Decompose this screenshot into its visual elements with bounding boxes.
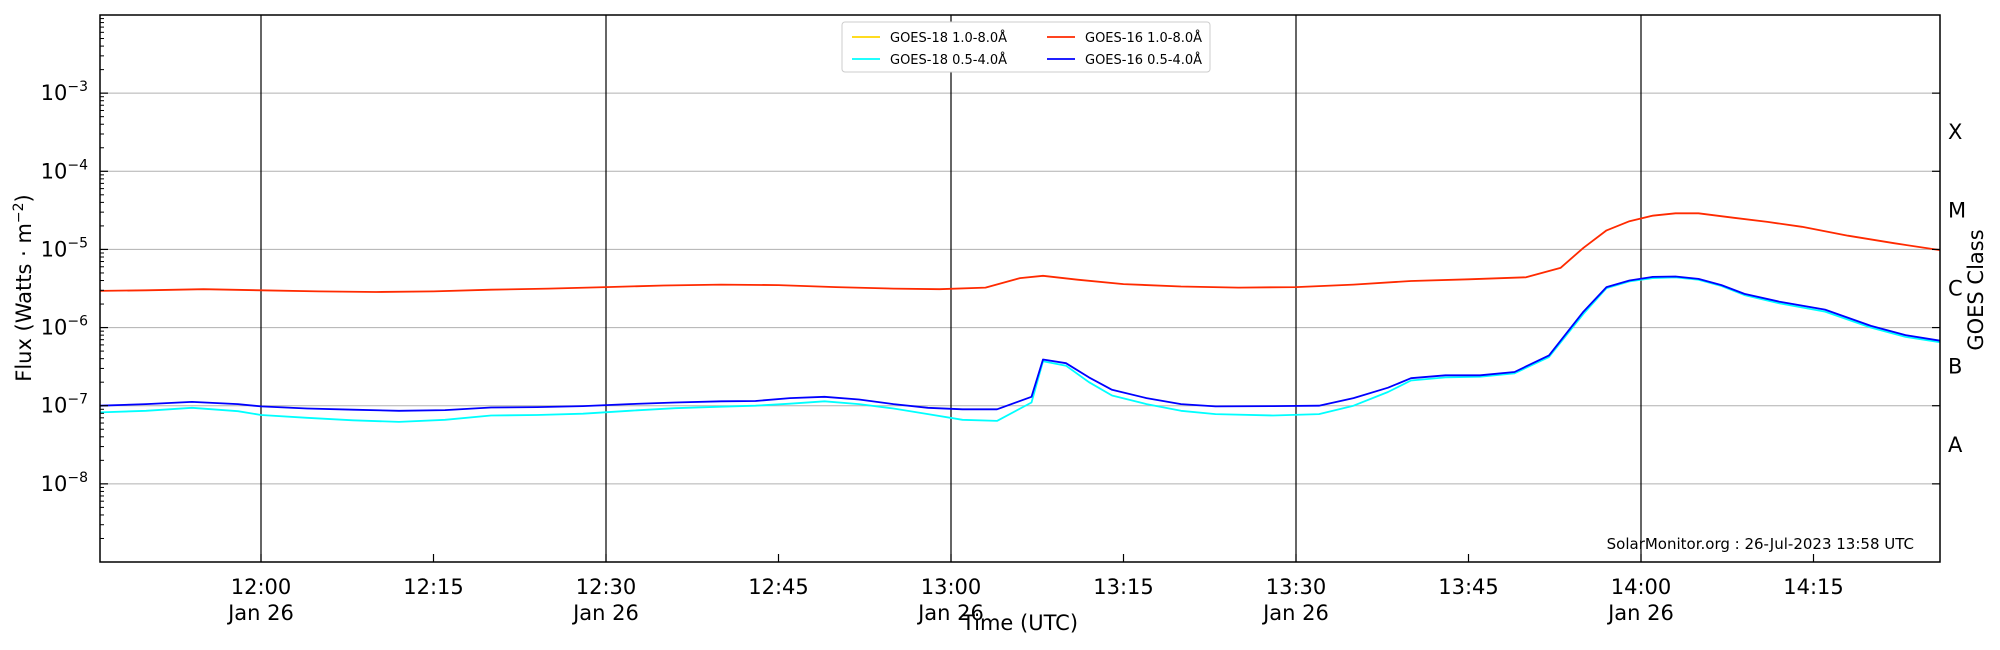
x-tick-label: 12:00 [231, 575, 292, 599]
y-tick-base: 10 [41, 159, 68, 183]
y-tick-label: 10−7 [41, 392, 88, 418]
series-line-3 [99, 275, 1941, 412]
x-axis-label: Time (UTC) [961, 611, 1078, 635]
goes-class-label: B [1948, 355, 1962, 379]
y-tick-label: 10−8 [41, 470, 88, 496]
x-tick-date-label: Jan 26 [1606, 601, 1674, 625]
y-tick-exponent: −7 [67, 392, 88, 408]
y-tick-exponent: −8 [67, 470, 88, 486]
plot-frame [99, 14, 1941, 563]
y-axis-label-main: Flux (Watts · m [12, 223, 36, 382]
x-tick-label: 12:45 [748, 575, 809, 599]
y-tick-exponent: −3 [67, 79, 88, 95]
y-axis-label-exponent: −2 [11, 202, 27, 223]
series-lines [99, 212, 1941, 423]
legend-label: GOES-16 1.0-8.0Å [1085, 30, 1202, 46]
y-tick-exponent: −6 [67, 314, 88, 330]
x-tick-label: 13:15 [1093, 575, 1154, 599]
goes-class-label: X [1948, 120, 1962, 144]
y-tick-exponent: −4 [67, 157, 88, 173]
legend-label: GOES-18 1.0-8.0Å [890, 30, 1007, 46]
x-tick-label: 13:30 [1266, 575, 1327, 599]
x-tick-label: 14:00 [1611, 575, 1672, 599]
legend: GOES-18 1.0-8.0Å GOES-18 0.5-4.0Å GOES-16 … [841, 21, 1211, 73]
x-tick-label: 13:00 [921, 575, 982, 599]
x-tick-date-label: Jan 26 [226, 601, 294, 625]
y-tick-base: 10 [41, 394, 68, 418]
x-tick-label: 12:15 [403, 575, 464, 599]
legend-box [841, 21, 1211, 73]
y-tick-base: 10 [41, 81, 68, 105]
goes-class-label: C [1948, 277, 1963, 301]
gridlines [100, 92, 1940, 485]
x-tick-date-label: Jan 26 [571, 601, 639, 625]
footer-credit: SolarMonitor.org : 26-Jul-2023 13:58 UTC [1607, 535, 1914, 553]
y-tick-label: 10−3 [41, 79, 88, 105]
legend-label: GOES-18 0.5-4.0Å [890, 52, 1007, 68]
y-tick-label: 10−5 [41, 235, 88, 261]
y-axis-label-close: ) [12, 194, 36, 202]
series-line-2 [99, 212, 1941, 293]
x-tick-label: 14:15 [1783, 575, 1844, 599]
y-tick-exponent: −5 [67, 235, 88, 251]
series-line-1 [99, 276, 1941, 423]
goes-class-label: A [1948, 433, 1963, 457]
y-tick-base: 10 [41, 472, 68, 496]
y-axis-label: Flux (Watts · m−2) [11, 194, 36, 382]
y-tick-base: 10 [41, 316, 68, 340]
x-tick-label: 13:45 [1438, 575, 1499, 599]
y-tick-label: 10−4 [41, 157, 88, 183]
goes-class-axis-label: GOES Class [1964, 229, 1988, 350]
x-tick-label: 12:30 [576, 575, 637, 599]
legend-label: GOES-16 0.5-4.0Å [1085, 52, 1202, 68]
x-tick-date-label: Jan 26 [1261, 601, 1329, 625]
goes-class-label: M [1948, 198, 1966, 222]
y-tick-base: 10 [41, 237, 68, 261]
y-tick-label: 10−6 [41, 314, 88, 340]
x-tick-date-label: Jan 26 [916, 601, 984, 625]
